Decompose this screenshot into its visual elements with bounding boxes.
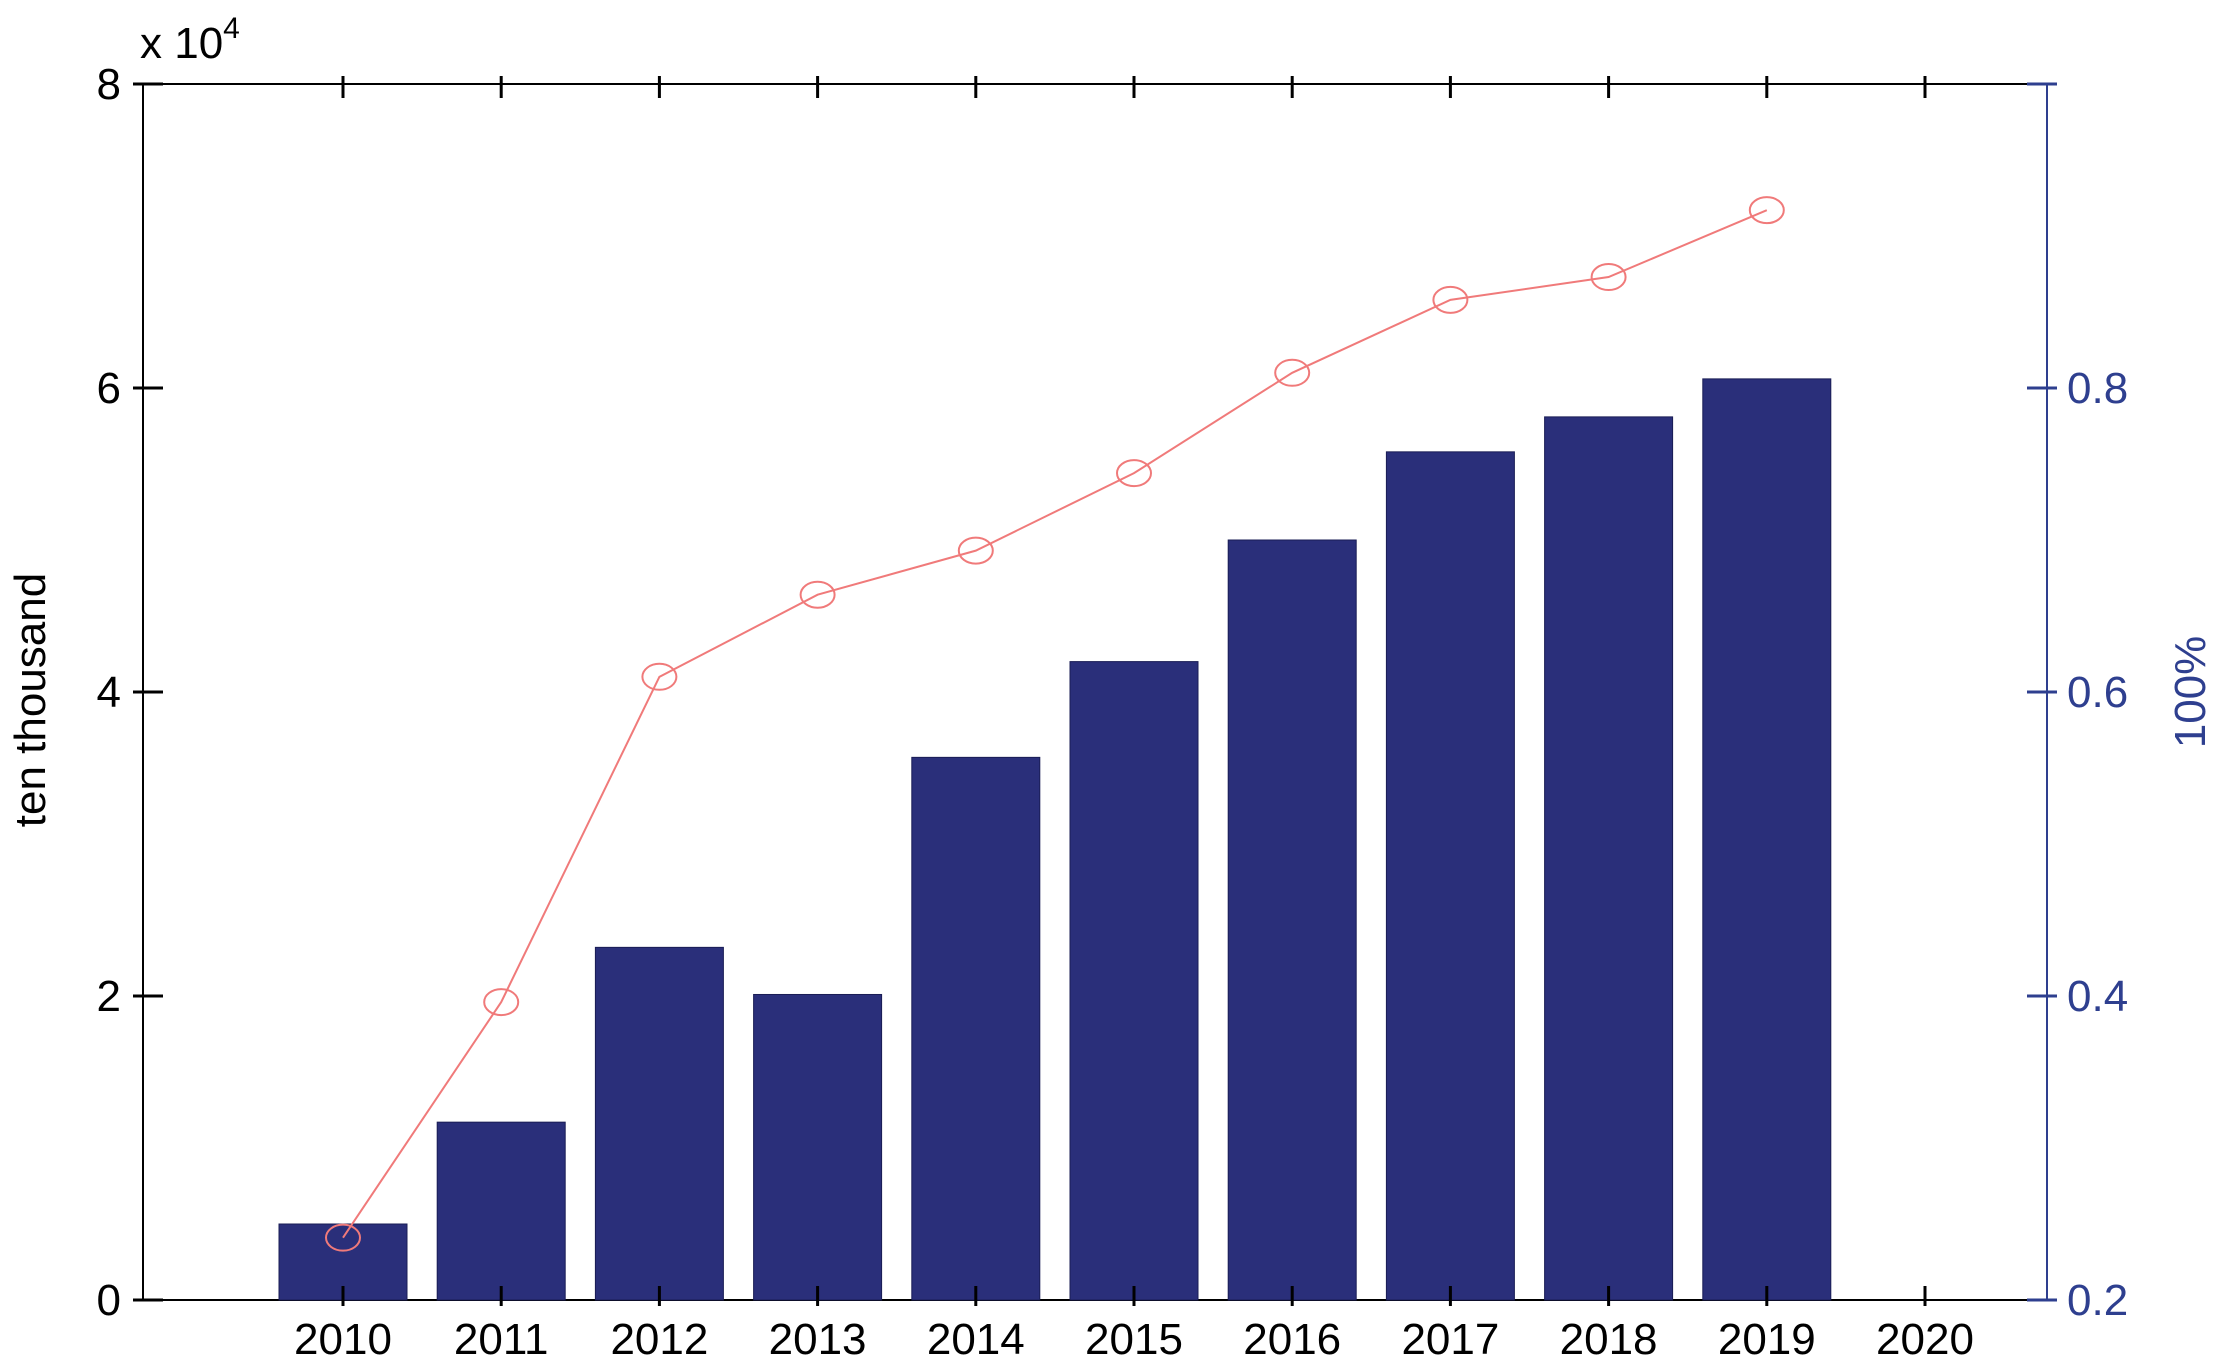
bar-series (278, 378, 1832, 1301)
y-tick-label-right-3: 0.8 (2067, 364, 2128, 413)
x-tick-label-2016: 2016 (1243, 1315, 1341, 1364)
y-tick-label-left-2: 4 (97, 668, 121, 717)
x-tick-label-2019: 2019 (1718, 1315, 1816, 1364)
line-marker-2011 (483, 988, 520, 1017)
x-tick-label-2010: 2010 (294, 1315, 392, 1364)
bar-2016 (1227, 539, 1357, 1301)
y-tick-label-left-3: 6 (97, 364, 121, 413)
line-series (325, 196, 1785, 1252)
line-marker-2014 (957, 536, 994, 565)
x-tick-label-2015: 2015 (1085, 1315, 1183, 1364)
y-tick-label-right-0: 0.2 (2067, 1276, 2128, 1325)
x-tick-label-2012: 2012 (610, 1315, 708, 1364)
y-axis-exponent: x 104 (140, 12, 240, 68)
x-tick-label-2020: 2020 (1876, 1315, 1974, 1364)
bar-2011 (436, 1121, 566, 1301)
y-tick-label-right-1: 0.4 (2067, 972, 2128, 1021)
y-axis-label-left: ten thousand (6, 573, 55, 827)
line-marker-2017 (1432, 285, 1469, 314)
y-tick-label-left-0: 0 (97, 1276, 121, 1325)
x-tick-label-2017: 2017 (1401, 1315, 1499, 1364)
line-marker-2018 (1590, 263, 1627, 292)
bar-2015 (1069, 661, 1199, 1301)
line-marker-2016 (1274, 358, 1311, 387)
y-tick-label-right-2: 0.6 (2067, 668, 2128, 717)
bar-2019 (1702, 378, 1832, 1301)
right-axis: 0.2 0.4 0.6 0.8 (2027, 82, 2128, 1325)
bar-2014 (911, 756, 1041, 1301)
line-marker-2019 (1748, 196, 1785, 225)
bar-2012 (594, 946, 724, 1301)
y-axis-label-right: 100% (2166, 636, 2215, 749)
line-marker-2015 (1116, 459, 1152, 488)
line-marker-2013 (799, 580, 836, 609)
line-path (342, 209, 1768, 1239)
left-axis: 0 2 4 6 8 (97, 60, 163, 1325)
x-tick-label-2014: 2014 (927, 1315, 1025, 1364)
y-tick-label-left-1: 2 (97, 972, 121, 1021)
x-axis: 2010 2011 2012 2013 2014 2015 2016 2017 2018 2019… (294, 76, 1974, 1364)
bar-2018 (1544, 416, 1674, 1301)
x-tick-label-2013: 2013 (769, 1315, 867, 1364)
line-marker-2010 (325, 1223, 361, 1252)
x-tick-label-2011: 2011 (454, 1315, 549, 1364)
bar-2017 (1385, 451, 1515, 1301)
line-marker-2012 (641, 662, 678, 691)
bar-2013 (753, 993, 883, 1301)
y-tick-label-left-4: 8 (97, 60, 121, 109)
x-tick-label-2018: 2018 (1560, 1315, 1658, 1364)
